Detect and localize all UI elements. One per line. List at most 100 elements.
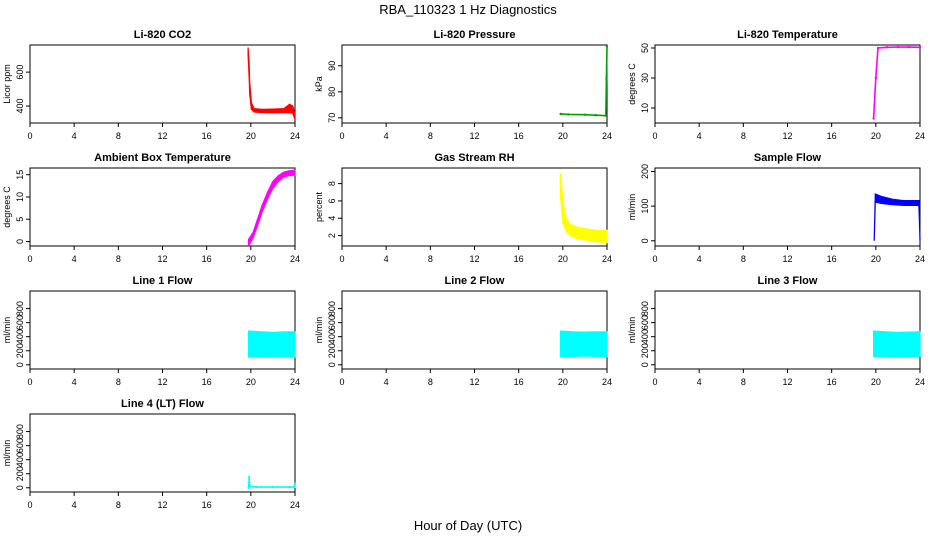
plot-2-ytick-label: 80: [327, 87, 337, 97]
plot-7-xtick-label: 0: [27, 377, 32, 387]
plot-8-xtick-label: 12: [469, 377, 479, 387]
plot-3-ytick-label: 50: [640, 43, 650, 53]
plot-9-xtick-label: 16: [827, 377, 837, 387]
plot-4-ytick-label: 0: [15, 239, 25, 244]
plot-3-xtick-label: 0: [652, 131, 657, 141]
plot-3-ytick-label: 10: [640, 103, 650, 113]
plot-6-xtick-label: 0: [652, 254, 657, 264]
plot-1-xtick-label: 20: [246, 131, 256, 141]
plot-10-ytick-label: 600: [15, 438, 25, 453]
plot-5-xtick-label: 24: [602, 254, 612, 264]
plot-8-ylabel: ml/min: [314, 317, 324, 344]
plot-7-xtick-label: 12: [157, 377, 167, 387]
plot-5-xtick-label: 16: [514, 254, 524, 264]
plot-4-xtick-label: 8: [116, 254, 121, 264]
plot-10-xtick-label: 4: [72, 500, 77, 510]
plot-3-frame: [654, 44, 921, 124]
plot-1-xtick-label: 4: [72, 131, 77, 141]
plot-3-point: [896, 45, 900, 49]
plot-5-ytick-label: 4: [327, 216, 337, 221]
plot-3-ytick-label: 30: [640, 73, 650, 83]
plot-2-ytick-label: 70: [327, 113, 337, 123]
plot-10-frame: [29, 413, 296, 493]
plot-2-frame: [341, 44, 608, 124]
plot-7-xtick-label: 4: [72, 377, 77, 387]
plot-10-point: [255, 485, 258, 489]
plot-10-point: [293, 485, 296, 489]
plot-4-ytick-label: 5: [15, 217, 25, 222]
plot-3-xtick-label: 8: [741, 131, 746, 141]
plot-7-ytick-label: 800: [15, 301, 25, 316]
plot-4-ylabel: degrees C: [2, 186, 12, 228]
plot-2-point: [559, 112, 562, 116]
plot-9-ytick-label: 800: [640, 301, 650, 316]
plot-5-ytick-label: 6: [327, 198, 337, 203]
plot-4-xtick-label: 12: [157, 254, 167, 264]
plot-8-title: Line 2 Flow: [445, 275, 505, 287]
plot-10-xtick-label: 8: [116, 500, 121, 510]
plot-7-xtick-label: 24: [290, 377, 300, 387]
plot-10-point: [248, 485, 251, 488]
plot-3-point: [918, 46, 922, 49]
plot-1-xtick-label: 0: [27, 131, 32, 141]
page-title: RBA_110323 1 Hz Diagnostics: [379, 2, 557, 17]
plot-10-point: [247, 476, 251, 479]
plot-2-xtick-label: 4: [384, 131, 389, 141]
plot-6-xtick-label: 16: [827, 254, 837, 264]
plot-3-point: [907, 45, 911, 49]
plot-10-xtick-label: 0: [27, 500, 32, 510]
plot-9-ylabel: ml/min: [627, 317, 637, 344]
plot-2-point: [605, 77, 608, 81]
plot-7-xtick-label: 8: [116, 377, 121, 387]
plot-8-xtick-label: 4: [384, 377, 389, 387]
plot-7-series-band: [248, 330, 296, 358]
plot-8-ytick-label: 400: [327, 329, 337, 344]
plot-4-frame: [29, 167, 296, 247]
plot-2-point: [567, 113, 570, 116]
plot-2-xtick-label: 8: [428, 131, 433, 141]
plot-6-xtick-label: 12: [782, 254, 792, 264]
plot-8-ytick-label: 800: [327, 301, 337, 316]
plot-6-ytick-label: 0: [640, 238, 650, 243]
plot-9-xtick-label: 8: [741, 377, 746, 387]
plot-3-point: [874, 76, 878, 80]
plot-10-title: Line 4 (LT) Flow: [121, 398, 204, 410]
plot-2-xtick-label: 0: [339, 131, 344, 141]
plot-6-ylabel: ml/min: [627, 194, 637, 221]
plot-4-xtick-label: 0: [27, 254, 32, 264]
plot-7-ytick-label: 400: [15, 329, 25, 344]
plot-9-xtick-label: 0: [652, 377, 657, 387]
plot-2-ytick-label: 90: [327, 61, 337, 71]
plot-9-ytick-label: 400: [640, 329, 650, 344]
plot-3-point: [876, 46, 880, 50]
plot-10-ytick-label: 0: [15, 485, 25, 490]
plot-9-xtick-label: 12: [782, 377, 792, 387]
plot-2-point: [604, 114, 608, 117]
plot-10-xtick-label: 20: [246, 500, 256, 510]
plot-2-point: [583, 113, 587, 116]
plot-10-ytick-label: 200: [15, 466, 25, 481]
plot-9-ytick-label: 200: [640, 343, 650, 358]
plot-8-series-band: [560, 330, 608, 358]
plot-5-xtick-label: 8: [428, 254, 433, 264]
plot-4-xtick-label: 4: [72, 254, 77, 264]
plot-3-xtick-label: 16: [827, 131, 837, 141]
plot-6-title: Sample Flow: [754, 152, 822, 164]
plot-10-point: [271, 485, 275, 489]
plot-3-xtick-label: 4: [697, 131, 702, 141]
plot-2-series-line: [560, 46, 608, 117]
plot-9-xtick-label: 24: [915, 377, 925, 387]
plot-9-ytick-label: 600: [640, 315, 650, 330]
plot-1-xtick-label: 8: [116, 131, 121, 141]
plot-10-xtick-label: 16: [202, 500, 212, 510]
plot-7-ytick-label: 200: [15, 343, 25, 358]
plot-10-ylabel: ml/min: [2, 440, 12, 467]
plot-7-ytick-label: 600: [15, 315, 25, 330]
plot-3-ylabel: degrees C: [627, 63, 637, 105]
x-axis-title: Hour of Day (UTC): [413, 518, 523, 533]
plot-8-xtick-label: 20: [558, 377, 568, 387]
plot-4-xtick-label: 20: [246, 254, 256, 264]
plot-6-frame: [654, 167, 921, 247]
plot-1-xtick-label: 24: [290, 131, 300, 141]
plot-8-ytick-label: 600: [327, 315, 337, 330]
